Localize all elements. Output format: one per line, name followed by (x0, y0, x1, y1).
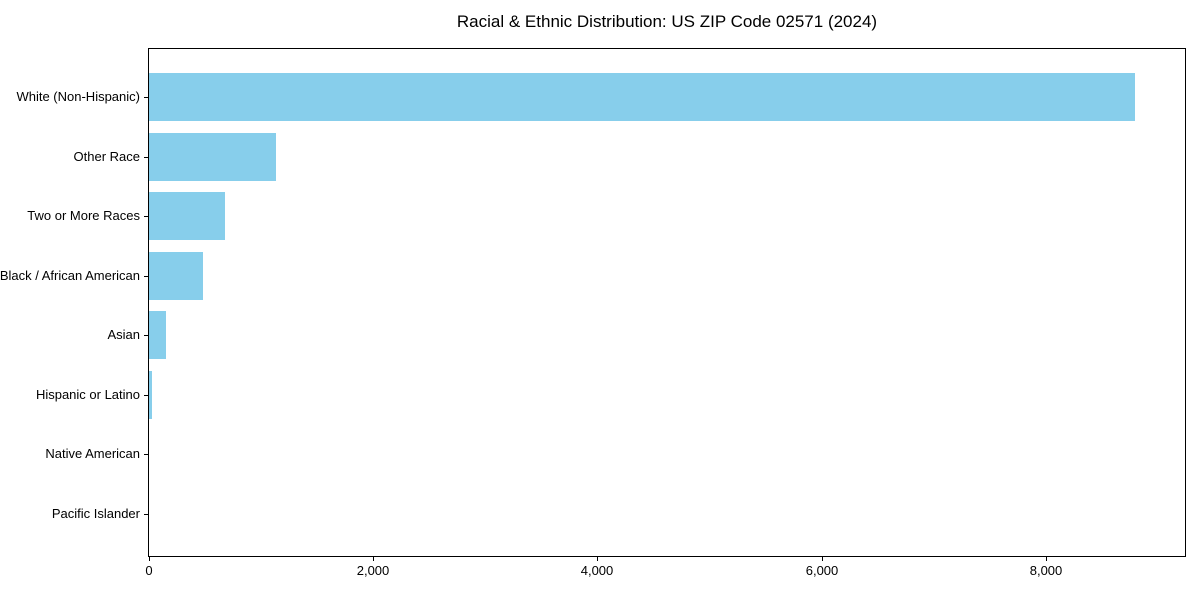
y-axis-label-white-non-hispanic: White (Non-Hispanic) (16, 89, 140, 104)
y-axis-label-hispanic-or-latino: Hispanic or Latino (35, 387, 140, 402)
chart-title: Racial & Ethnic Distribution: US ZIP Cod… (456, 12, 878, 31)
y-axis-tick (144, 97, 148, 98)
y-axis-label-pacific-islander: Pacific Islander (51, 506, 140, 521)
bar-white-non-hispanic (149, 73, 1135, 121)
x-axis-tick (373, 557, 374, 561)
y-axis-tick (144, 157, 148, 158)
bar-asian (149, 311, 166, 359)
x-axis-tick-label: 8,000 (1029, 563, 1063, 578)
y-axis-label-native-american: Native American (45, 446, 140, 461)
bar-other-race (149, 132, 276, 181)
x-axis-tick (597, 557, 598, 561)
bar-black-african-american (149, 251, 203, 300)
x-axis-tick (1046, 557, 1047, 561)
x-axis-tick-label: 0 (145, 563, 153, 578)
bar-two-or-more-races (149, 192, 225, 240)
x-axis-tick (149, 557, 150, 561)
y-axis-label-asian: Asian (107, 327, 140, 342)
plot-area (148, 48, 1186, 557)
y-axis-tick (144, 454, 148, 455)
y-axis-tick (144, 335, 148, 336)
y-axis-tick (144, 276, 148, 277)
x-axis-tick-label: 2,000 (356, 563, 390, 578)
bar-hispanic-or-latino (149, 370, 152, 419)
y-axis-label-other-race: Other Race (73, 149, 140, 164)
y-axis-tick (144, 216, 148, 217)
y-axis-label-two-or-more-races: Two or More Races (27, 208, 140, 223)
y-axis-tick (144, 514, 148, 515)
x-axis-tick (822, 557, 823, 561)
x-axis-tick-label: 4,000 (580, 563, 614, 578)
x-axis-tick-label: 6,000 (805, 563, 839, 578)
y-axis-tick (144, 395, 148, 396)
y-axis-label-black-african-american: Black / African American (0, 268, 140, 283)
